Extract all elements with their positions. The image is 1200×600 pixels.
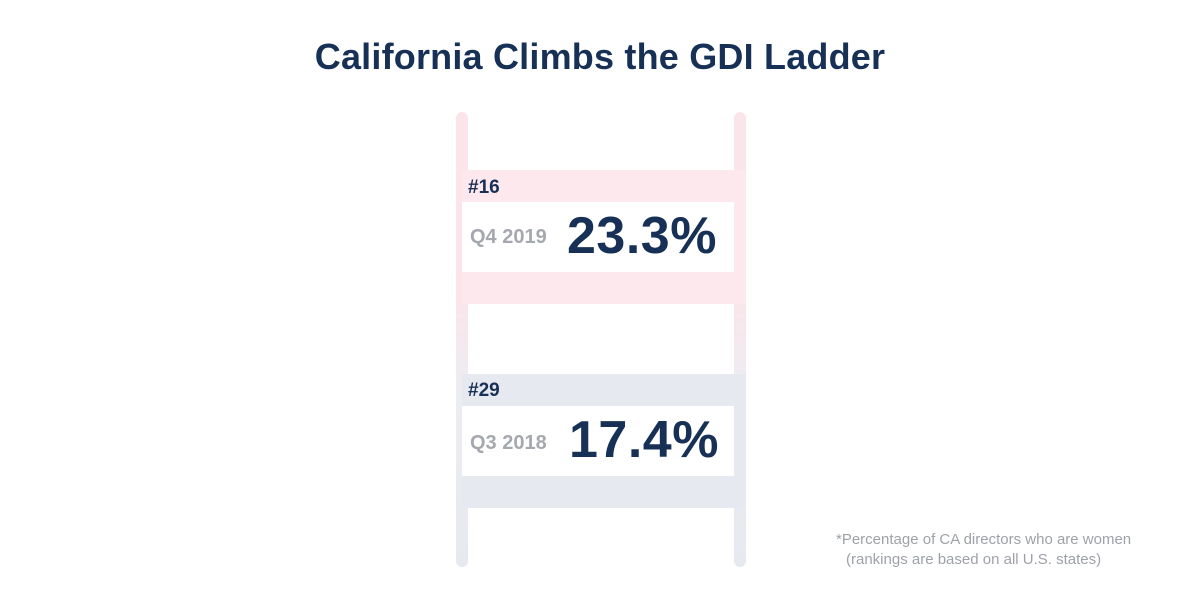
- footnote-line: *Percentage of CA directors who are wome…: [836, 531, 1132, 548]
- quarter-label: Q4 2019: [470, 226, 547, 248]
- stat-card: [462, 202, 734, 272]
- rank-label: #16: [468, 177, 500, 198]
- page-title: California Climbs the GDI Ladder: [314, 36, 886, 77]
- footnote: *Percentage of CA directors who are wome…: [836, 530, 1131, 570]
- stat-card: [462, 406, 734, 476]
- quarter-label: Q3 2018: [470, 432, 547, 454]
- footnote-line: (rankings are based on all U.S. states): [846, 551, 1102, 568]
- percentage-value: 17.4%: [569, 411, 719, 469]
- rank-label: #29: [468, 380, 500, 401]
- percentage-value: 23.3%: [567, 207, 717, 265]
